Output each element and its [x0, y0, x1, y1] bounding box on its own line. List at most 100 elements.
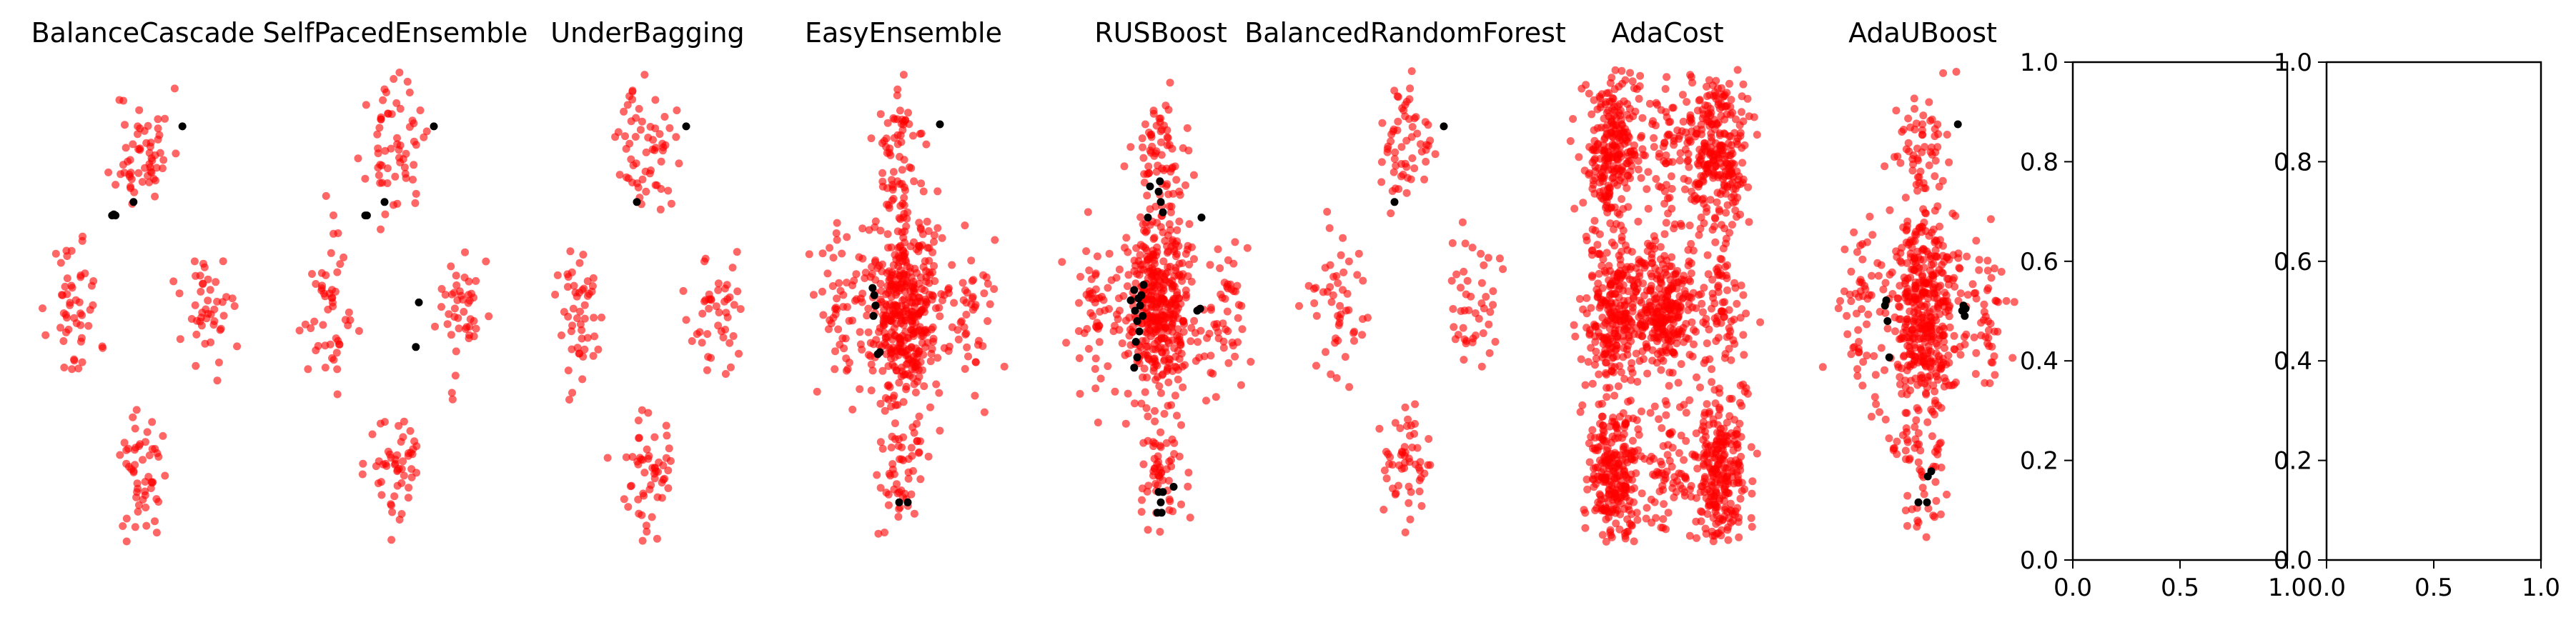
red-point [335, 340, 344, 349]
red-point [878, 444, 887, 453]
red-point [839, 303, 848, 311]
red-point [1614, 494, 1623, 502]
red-point [564, 312, 573, 321]
red-point [1149, 438, 1157, 446]
red-point [918, 241, 926, 249]
red-point [1708, 226, 1717, 234]
red-point [1737, 281, 1745, 290]
red-point [891, 401, 900, 409]
red-point [1688, 187, 1696, 196]
red-point [573, 314, 581, 322]
red-point [1170, 271, 1179, 280]
red-point [1168, 328, 1176, 336]
red-point [1713, 475, 1721, 484]
red-point [1601, 124, 1610, 132]
red-point [1595, 304, 1604, 312]
red-point [938, 296, 946, 304]
red-point [1388, 461, 1397, 469]
red-point [405, 89, 414, 96]
red-point [1634, 217, 1643, 226]
red-point [568, 389, 577, 397]
red-point [1936, 510, 1945, 519]
red-point [1733, 213, 1740, 221]
red-point [1184, 241, 1192, 250]
ytick-label: 0.4 [2020, 347, 2059, 376]
red-point [1718, 255, 1726, 264]
red-point [132, 444, 140, 452]
red-point [903, 359, 912, 368]
red-point [1638, 347, 1647, 356]
red-point [202, 314, 211, 323]
red-point [382, 459, 390, 468]
red-point [909, 466, 917, 475]
red-point [1705, 408, 1713, 416]
red-point [1151, 417, 1159, 426]
red-point [1407, 133, 1416, 141]
red-point [1582, 475, 1591, 484]
red-point [1635, 272, 1644, 281]
red-point [1326, 261, 1334, 269]
red-point [68, 365, 76, 374]
red-point [1405, 95, 1414, 104]
red-point [1912, 119, 1921, 128]
red-point [635, 434, 643, 442]
red-point [896, 153, 903, 161]
red-point [1905, 456, 1913, 464]
red-point [733, 248, 741, 256]
red-point [1422, 141, 1431, 149]
red-point [1610, 130, 1619, 139]
red-point [627, 155, 635, 164]
red-point [1871, 371, 1880, 379]
red-point [907, 444, 916, 452]
red-point [1628, 77, 1637, 86]
red-point [819, 311, 828, 319]
red-point [1082, 247, 1091, 256]
red-point [1171, 252, 1180, 261]
red-point [1945, 255, 1953, 264]
red-point [134, 122, 142, 131]
red-point [1662, 151, 1670, 159]
red-point [1834, 304, 1843, 313]
red-point [963, 289, 971, 297]
red-point [945, 342, 953, 351]
red-point [1727, 96, 1735, 104]
red-point [1902, 291, 1911, 300]
red-point [1701, 170, 1710, 178]
red-point [1173, 411, 1181, 420]
red-point [129, 468, 138, 476]
red-point [1718, 90, 1726, 99]
red-point [1735, 121, 1744, 129]
red-point [151, 192, 159, 201]
red-point [448, 395, 457, 404]
red-point [1921, 227, 1930, 235]
red-point [1575, 153, 1583, 161]
red-point [1075, 354, 1084, 362]
red-point [1098, 292, 1106, 301]
red-point [906, 264, 914, 272]
red-point [2010, 298, 2018, 306]
red-point [1913, 154, 1922, 163]
black-point [1144, 214, 1152, 221]
red-point [818, 249, 827, 258]
red-point [733, 287, 742, 296]
red-point [1598, 531, 1607, 539]
red-point [1222, 325, 1230, 334]
red-point [1709, 294, 1718, 302]
red-point [1635, 356, 1644, 365]
red-point [1605, 384, 1614, 392]
red-point [714, 286, 723, 294]
red-point [70, 355, 79, 364]
red-point [1938, 176, 1947, 185]
red-point [1650, 402, 1659, 411]
red-point [170, 84, 179, 93]
red-point [1633, 378, 1642, 386]
red-point [1609, 94, 1618, 103]
red-point [1670, 141, 1678, 149]
red-point [1918, 374, 1926, 382]
red-point [1919, 278, 1928, 286]
red-point [1858, 305, 1866, 314]
red-point [1610, 363, 1619, 371]
red-point [564, 366, 573, 375]
red-point [719, 334, 728, 341]
red-point [1686, 111, 1695, 119]
